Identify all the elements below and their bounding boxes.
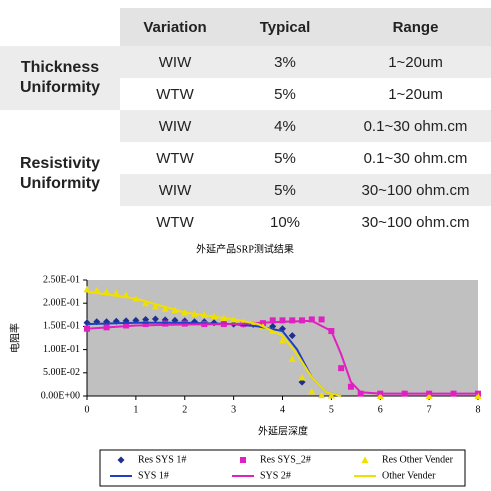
chart: 外延产品SRP测试结果 外延层深度 电阻率 0.00E+00 5.00E-02 1.… — [8, 242, 482, 487]
table-cell: 1~20um — [340, 46, 491, 78]
data-point — [376, 392, 384, 399]
header-blank — [0, 8, 120, 46]
table-cell: 4% — [230, 110, 340, 142]
chart-title: 外延产品SRP测试结果 — [196, 242, 294, 255]
table-cell: 1~20um — [388, 85, 443, 103]
legend-label: Res SYS_2# — [260, 454, 311, 465]
legend-label: Res Other Vender — [382, 454, 454, 465]
data-point — [269, 317, 276, 324]
data-point — [112, 289, 120, 296]
data-point — [338, 365, 345, 372]
x-tick-label: 1 — [133, 404, 138, 415]
table-cell: WIW — [120, 174, 230, 206]
x-tick-label: 2 — [182, 404, 187, 415]
legend-label: SYS 2# — [260, 470, 291, 481]
table-row: WTW 5% 1~20um — [0, 78, 491, 110]
data-point — [103, 288, 111, 295]
data-point — [93, 286, 101, 294]
data-point — [327, 392, 335, 399]
table-cell: WTW — [156, 149, 194, 167]
data-point — [83, 285, 91, 293]
data-point — [425, 392, 433, 399]
y-tick-label: 0.00E+00 — [41, 390, 80, 401]
table-cell: WIW — [120, 46, 230, 78]
legend-label: SYS 1# — [138, 470, 169, 481]
header-cell: Typical — [230, 8, 340, 46]
data-point — [318, 316, 325, 323]
data-point — [288, 332, 296, 340]
y-tick-label: 5.00E-02 — [43, 367, 80, 378]
table-cell: 0.1~30 ohm.cm — [363, 149, 468, 167]
y-tick-label: 1.00E-01 — [43, 344, 80, 355]
data-point — [151, 302, 159, 310]
data-point — [318, 391, 326, 399]
table-cell: 3% — [230, 46, 340, 78]
x-tick-label: 6 — [378, 404, 383, 415]
data-point — [279, 336, 286, 344]
table-cell: 5% — [274, 149, 296, 167]
legend-swatch — [117, 456, 125, 464]
header-cell: Variation — [120, 8, 230, 46]
data-point — [308, 316, 315, 323]
series-line — [86, 290, 342, 397]
data-point — [151, 315, 159, 323]
table-cell: 30~100 ohm.cm — [361, 213, 470, 231]
data-point — [142, 321, 149, 328]
table-cell: WTW — [156, 85, 194, 103]
data-point — [474, 392, 482, 399]
data-point — [289, 317, 296, 324]
table-row: WIW 5% 30~100 ohm.cm — [0, 174, 491, 206]
table-row: WTW 10% 30~100 ohm.cm — [0, 206, 491, 238]
legend-swatch — [240, 457, 246, 463]
table-cell: 5% — [230, 174, 340, 206]
table-cell: 5% — [274, 85, 296, 103]
spec-table: Variation Typical Range Thickness Uniformi… — [0, 8, 491, 238]
legend-label: Res SYS 1# — [138, 454, 186, 465]
data-point — [347, 383, 354, 390]
data-point — [288, 355, 296, 362]
x-tick-label: 0 — [85, 404, 90, 415]
y-tick-label: 2.00E-01 — [43, 297, 80, 308]
table-cell: WIW — [120, 110, 230, 142]
x-tick-label: 4 — [280, 404, 285, 415]
table-row: Thickness Uniformity WIW 3% 1~20um — [0, 46, 491, 110]
table-cell: 0.1~30 ohm.cm — [340, 110, 491, 142]
table-cell: 30~100 ohm.cm — [340, 174, 491, 206]
header-row: Variation Typical Range — [0, 8, 491, 46]
x-tick-label: 3 — [231, 404, 236, 415]
data-point — [93, 318, 101, 326]
legend — [99, 449, 466, 487]
table-row: Resistivity Uniformity WIW 4% 0.1~30 ohm.cm — [0, 110, 491, 238]
data-point — [308, 387, 316, 395]
y-tick-label: 2.50E-01 — [43, 274, 80, 285]
data-point — [142, 299, 150, 307]
legend-swatch — [361, 456, 369, 463]
data-point — [161, 305, 169, 312]
category-cell: Thickness Uniformity — [0, 46, 120, 110]
x-axis-label: 外延层深度 — [258, 424, 308, 437]
x-tick-label: 8 — [476, 404, 481, 415]
y-tick-label: 1.50E-01 — [43, 321, 80, 332]
x-tick-label: 5 — [329, 404, 334, 415]
table-cell: 10% — [269, 213, 301, 231]
table-cell: WTW — [156, 213, 194, 231]
header-cell: Range — [340, 8, 491, 46]
data-point — [279, 317, 286, 324]
x-tick-label: 7 — [427, 404, 432, 415]
series-line — [86, 319, 478, 395]
y-axis-label: 电阻率 — [8, 323, 21, 353]
data-point — [191, 318, 199, 326]
data-point — [298, 373, 306, 381]
data-point — [357, 390, 364, 397]
category-cell: Resistivity Uniformity — [0, 110, 120, 238]
data-point — [103, 318, 111, 326]
table-row: WTW 5% 0.1~30 ohm.cm — [0, 142, 491, 174]
legend-label: Other Vender — [382, 470, 436, 481]
